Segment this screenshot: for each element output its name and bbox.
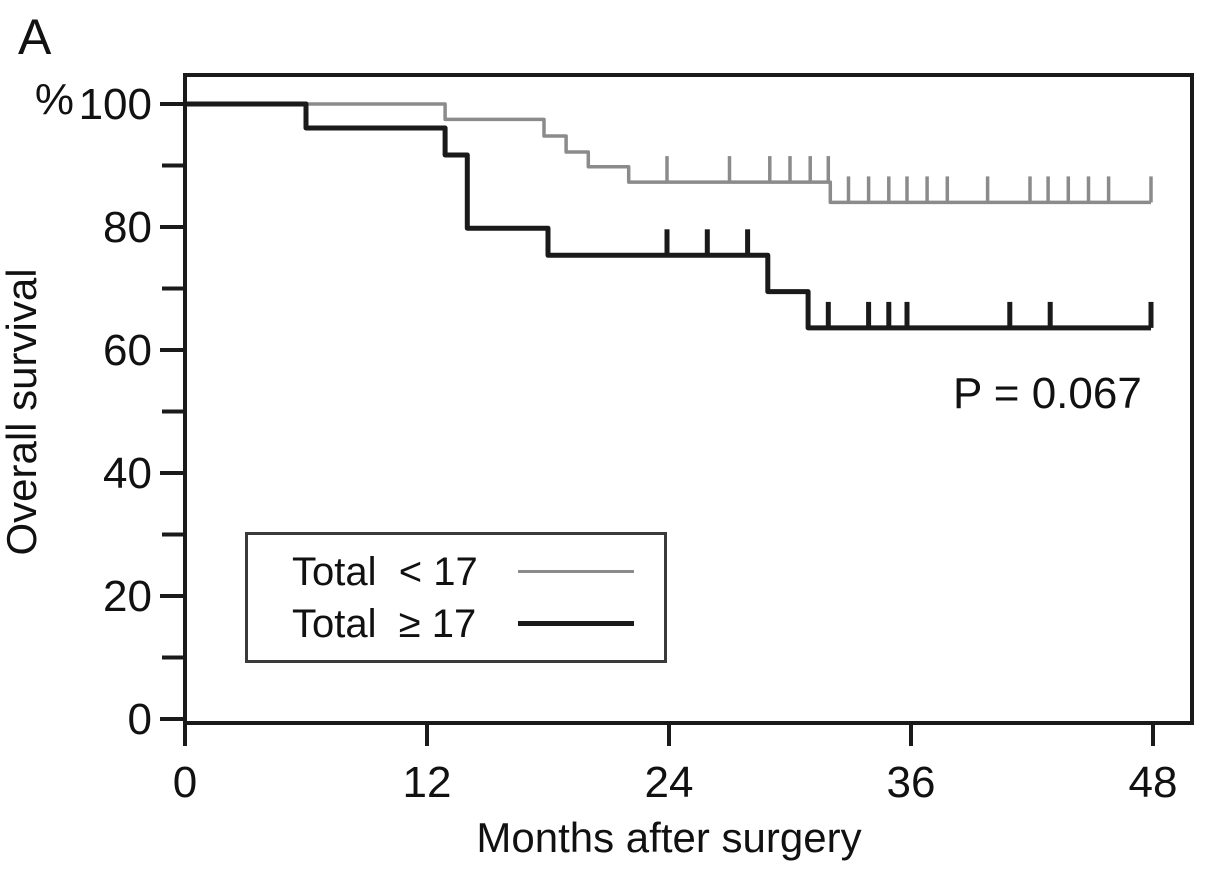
legend-label-total-ge-17: Total ≥ 17 (292, 601, 477, 646)
x-tick-label: 48 (1129, 758, 1178, 807)
x-tick-label: 0 (173, 758, 197, 807)
y-tick-label: 0 (128, 695, 152, 744)
km-curve-total-ge-17 (185, 101, 1151, 331)
plot-frame (183, 73, 1194, 725)
y-axis-unit-label: % (35, 75, 74, 124)
p-value-annotation: P = 0.067 (953, 369, 1142, 418)
x-axis-title: Months after surgery (476, 814, 861, 861)
x-tick-label: 12 (403, 758, 452, 807)
y-tick-label: 100 (79, 80, 152, 129)
legend-row-total-ge-17: Total ≥ 17 (292, 604, 634, 644)
x-tick-label: 36 (887, 758, 936, 807)
y-tick-label: 80 (103, 203, 152, 252)
legend-label-total-lt-17: Total < 17 (292, 549, 478, 594)
panel-label: A (18, 9, 52, 65)
legend-box: Total < 17 Total ≥ 17 (245, 532, 667, 663)
plot-dynamic-layer: 0 20 40 60 80 100 0 12 24 36 48 (79, 73, 1194, 807)
legend-line-total-lt-17 (518, 570, 634, 573)
y-axis-title: Overall survival (0, 268, 45, 555)
legend-line-total-ge-17 (518, 621, 634, 626)
y-tick-label: 60 (103, 326, 152, 375)
y-tick-label: 20 (103, 572, 152, 621)
x-tick-label: 24 (645, 758, 694, 807)
y-tick-label: 40 (103, 449, 152, 498)
legend-row-total-lt-17: Total < 17 (292, 552, 634, 592)
km-curve-total-lt-17 (185, 102, 1151, 205)
